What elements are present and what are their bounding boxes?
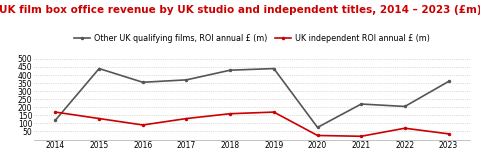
UK independent ROI annual £ (m)	[271, 111, 276, 113]
UK independent ROI annual £ (m)	[96, 118, 102, 120]
Other UK qualifying films, ROI annual £ (m)	[271, 68, 276, 69]
UK independent ROI annual £ (m)	[315, 135, 321, 136]
Other UK qualifying films, ROI annual £ (m)	[183, 79, 189, 81]
Other UK qualifying films, ROI annual £ (m)	[140, 81, 146, 83]
Legend: Other UK qualifying films, ROI annual £ (m), UK independent ROI annual £ (m): Other UK qualifying films, ROI annual £ …	[72, 32, 432, 44]
Line: UK independent ROI annual £ (m): UK independent ROI annual £ (m)	[54, 111, 450, 137]
UK independent ROI annual £ (m)	[445, 133, 451, 135]
UK independent ROI annual £ (m)	[140, 124, 146, 126]
Line: Other UK qualifying films, ROI annual £ (m): Other UK qualifying films, ROI annual £ …	[54, 68, 450, 128]
UK independent ROI annual £ (m)	[402, 127, 408, 129]
Other UK qualifying films, ROI annual £ (m)	[445, 81, 451, 82]
Other UK qualifying films, ROI annual £ (m)	[53, 119, 59, 121]
Other UK qualifying films, ROI annual £ (m)	[315, 126, 321, 128]
Other UK qualifying films, ROI annual £ (m)	[358, 103, 364, 105]
UK independent ROI annual £ (m)	[53, 111, 59, 113]
UK independent ROI annual £ (m)	[183, 118, 189, 120]
UK independent ROI annual £ (m)	[358, 135, 364, 137]
Other UK qualifying films, ROI annual £ (m)	[228, 69, 233, 71]
Other UK qualifying films, ROI annual £ (m)	[402, 106, 408, 107]
UK independent ROI annual £ (m)	[228, 113, 233, 115]
Text: UK film box office revenue by UK studio and independent titles, 2014 – 2023 (£m): UK film box office revenue by UK studio …	[0, 5, 480, 15]
Other UK qualifying films, ROI annual £ (m)	[96, 68, 102, 69]
